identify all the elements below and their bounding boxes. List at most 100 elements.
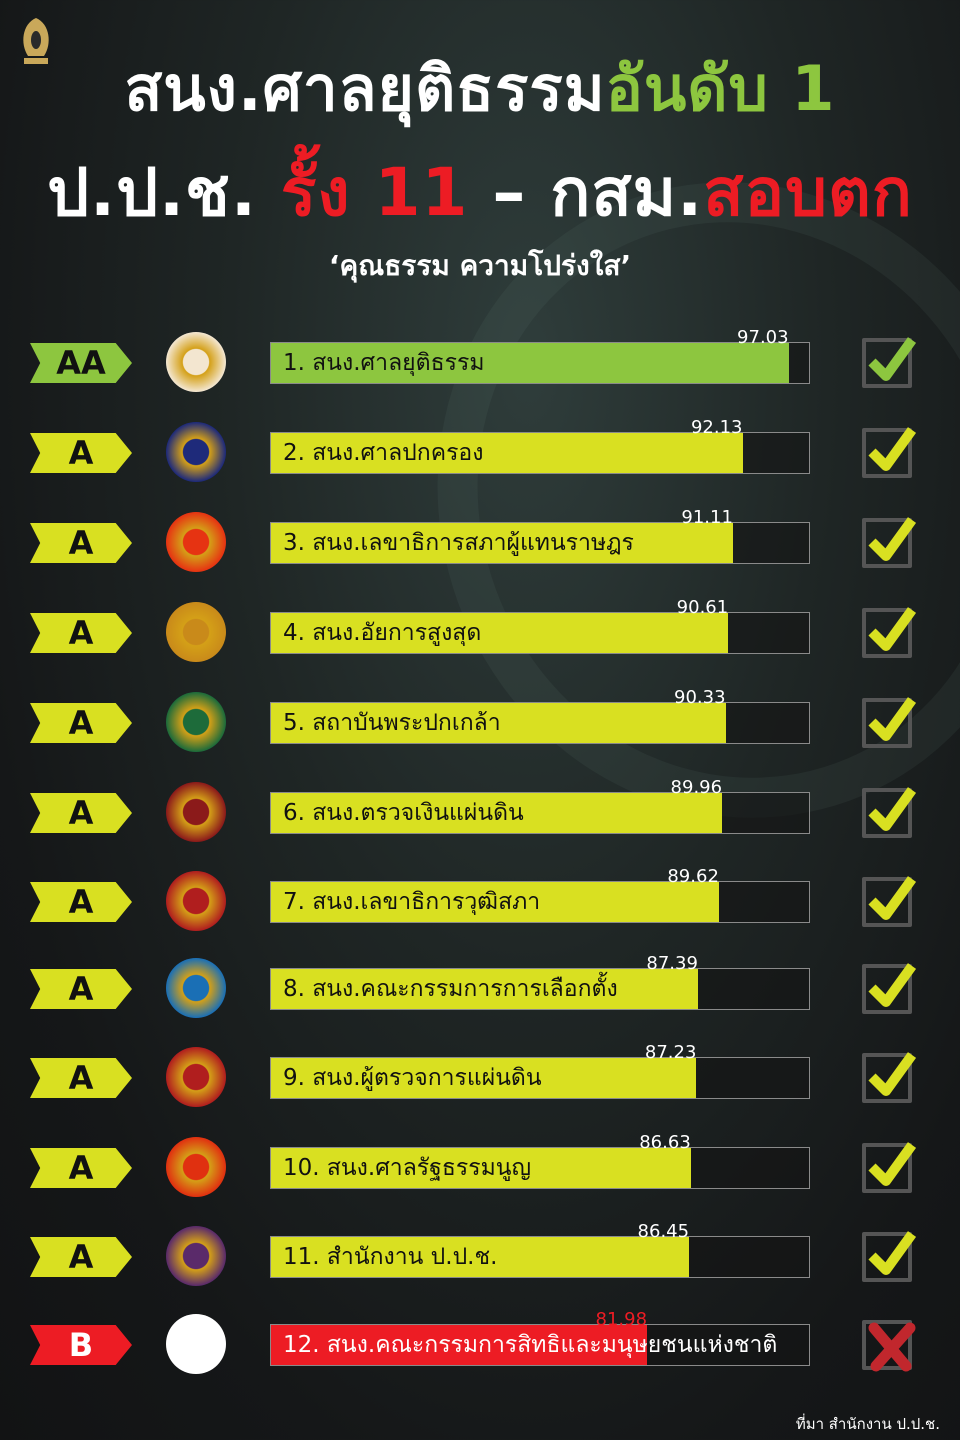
- pass-box: [862, 1142, 917, 1193]
- grade-badge: A: [30, 1058, 132, 1098]
- pass-box: [862, 876, 917, 927]
- checkmark-icon: [868, 697, 917, 741]
- agency-emblem-icon: [166, 958, 226, 1018]
- bar-label: 8. สนง.คณะกรรมการการเลือกตั้ง: [283, 976, 618, 1002]
- bar-label: 3. สนง.เลขาธิการสภาผู้แทนราษฎร: [283, 530, 634, 556]
- bar-track: 2. สนง.ศาลปกครอง 92.13: [270, 417, 810, 474]
- title-line-2-white-a: ป.ป.ช.: [47, 154, 257, 231]
- bar-label: 1. สนง.ศาลยุติธรรม: [283, 350, 485, 376]
- agency-emblem-icon: [166, 782, 226, 842]
- grade-badge: B: [30, 1325, 132, 1365]
- grade-badge: A: [30, 523, 132, 563]
- checkmark-icon: [868, 1052, 917, 1096]
- bar-track: 10. สนง.ศาลรัฐธรรมนูญ 86.63: [270, 1132, 810, 1189]
- bar: [271, 969, 698, 1009]
- agency-emblem-icon: [166, 602, 226, 662]
- chart-row: A 9. สนง.ผู้ตรวจการแผ่นดิน 87.23: [0, 1042, 960, 1107]
- value-label: 90.33: [674, 687, 726, 708]
- bar-track: 9. สนง.ผู้ตรวจการแผ่นดิน 87.23: [270, 1042, 810, 1099]
- bar-track: 3. สนง.เลขาธิการสภาผู้แทนราษฎร 91.11: [270, 507, 810, 564]
- pass-box: [862, 787, 917, 838]
- grade-badge: A: [30, 703, 132, 743]
- bar: [271, 1237, 690, 1277]
- value-label: 87.23: [644, 1042, 697, 1063]
- agency-emblem-icon: [166, 1047, 226, 1107]
- checkmark-icon: [868, 963, 917, 1007]
- pass-box: [862, 517, 917, 568]
- grade-badge: A: [30, 613, 132, 653]
- bar-track: 6. สนง.ตรวจเงินแผ่นดิน 89.96: [270, 777, 810, 834]
- value-label: 90.61: [676, 597, 729, 618]
- chart-row: A 11. สำนักงาน ป.ป.ช. 86.45: [0, 1221, 960, 1286]
- checkmark-icon: [868, 427, 917, 471]
- bar-track: 11. สำนักงาน ป.ป.ช. 86.45: [270, 1221, 810, 1278]
- bar-label: 4. สนง.อัยการสูงสุด: [283, 620, 482, 646]
- bar-label: 9. สนง.ผู้ตรวจการแผ่นดิน: [283, 1065, 542, 1091]
- pass-box: [862, 697, 917, 748]
- grade-badge: AA: [30, 343, 132, 383]
- cross-icon: [868, 1322, 916, 1372]
- pass-box: [862, 963, 917, 1014]
- bar-label: 6. สนง.ตรวจเงินแผ่นดิน: [283, 800, 524, 826]
- value-label: 97.03: [737, 327, 789, 348]
- checkmark-icon: [868, 787, 917, 831]
- source-note: ที่มา สำนักงาน ป.ป.ช.: [795, 1415, 940, 1433]
- bar: [271, 882, 719, 922]
- checkmark-icon: [868, 517, 917, 561]
- agency-emblem-icon: [166, 1137, 226, 1197]
- bar-track: 12. สนง.คณะกรรมการสิทธิและมนุษยชนแห่งชาต…: [270, 1309, 810, 1366]
- checkmark-icon: [868, 1142, 917, 1186]
- chart-row: A 5. สถาบันพระปกเกล้า 90.33: [0, 687, 960, 752]
- grade-badge: A: [30, 1237, 132, 1277]
- bar-label: 10. สนง.ศาลรัฐธรรมนูญ: [283, 1155, 532, 1181]
- publisher-logo-icon: [23, 18, 49, 64]
- bar: [271, 613, 729, 653]
- bar: [271, 1148, 691, 1188]
- value-label: 87.39: [646, 953, 698, 974]
- agency-emblem-icon: [166, 1314, 226, 1374]
- chart-row: A 8. สนง.คณะกรรมการการเลือกตั้ง 87.39: [0, 953, 960, 1018]
- bar-track: 8. สนง.คณะกรรมการการเลือกตั้ง 87.39: [270, 953, 810, 1010]
- title-line-1-green: อันดับ 1: [605, 52, 836, 125]
- chart-row: A 4. สนง.อัยการสูงสุด 90.61: [0, 597, 960, 662]
- value-label: 89.96: [670, 777, 723, 798]
- title-line-2-red-a: รั้ง 11: [280, 154, 469, 231]
- agency-emblem-icon: [166, 422, 226, 482]
- fail-box: [862, 1320, 916, 1372]
- bar: [271, 793, 723, 833]
- grade-badge: A: [30, 793, 132, 833]
- chart-row: A 10. สนง.ศาลรัฐธรรมนูญ 86.63: [0, 1132, 960, 1197]
- title-line-2-white-b: – กสม.: [492, 154, 704, 231]
- bar-label: 2. สนง.ศาลปกครอง: [283, 440, 484, 466]
- title-line-1-white: สนง.ศาลยุติธรรม: [124, 52, 606, 125]
- checkmark-icon: [868, 607, 917, 651]
- bar-track: 1. สนง.ศาลยุติธรรม 97.03: [270, 327, 810, 384]
- checkmark-icon: [868, 1231, 917, 1275]
- pass-box: [862, 1231, 917, 1282]
- bar-label: 5. สถาบันพระปกเกล้า: [283, 710, 501, 736]
- bar-track: 7. สนง.เลขาธิการวุฒิสภา 89.62: [270, 866, 810, 923]
- bar-track: 5. สถาบันพระปกเกล้า 90.33: [270, 687, 810, 744]
- bar-track: 4. สนง.อัยการสูงสุด 90.61: [270, 597, 810, 654]
- value-label: 91.11: [681, 507, 733, 528]
- checkmark-icon: [868, 876, 917, 920]
- agency-emblem-icon: [166, 332, 226, 392]
- value-label: 89.62: [667, 866, 719, 887]
- bar: [271, 523, 733, 563]
- pass-box: [862, 1052, 917, 1103]
- bar: [271, 343, 789, 383]
- chart-row: A 3. สนง.เลขาธิการสภาผู้แทนราษฎร 91.11: [0, 507, 960, 572]
- value-label: 86.45: [637, 1221, 690, 1242]
- value-label: 81.98: [595, 1309, 648, 1330]
- value-label: 86.63: [639, 1132, 691, 1153]
- chart-row: A 2. สนง.ศาลปกครอง 92.13: [0, 417, 960, 482]
- title-line-2-red-b: สอบตก: [703, 154, 913, 231]
- pass-box: [862, 337, 917, 388]
- pass-box: [862, 427, 917, 478]
- chart-row: AA 1. สนง.ศาลยุติธรรม 97.03: [0, 327, 960, 392]
- bar: [271, 433, 743, 473]
- title-line-2: ป.ป.ช. รั้ง 11 – กสม.สอบตก: [0, 140, 960, 245]
- agency-emblem-icon: [166, 512, 226, 572]
- agency-emblem-icon: [166, 1226, 226, 1286]
- bar: [271, 703, 726, 743]
